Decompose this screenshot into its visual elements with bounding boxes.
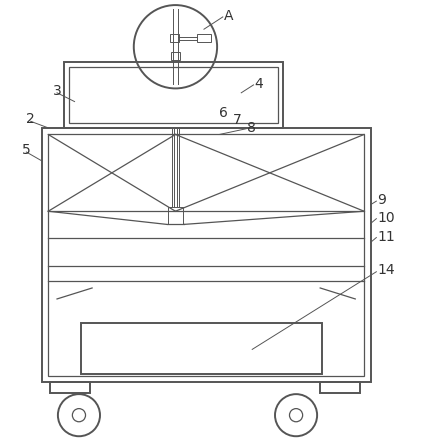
Bar bbox=[81, 323, 323, 374]
Bar bbox=[171, 52, 180, 60]
Bar bbox=[42, 128, 371, 382]
Text: 4: 4 bbox=[254, 77, 263, 91]
Text: 2: 2 bbox=[26, 112, 35, 126]
Bar bbox=[69, 67, 278, 123]
Text: 3: 3 bbox=[53, 84, 62, 98]
Text: 8: 8 bbox=[247, 121, 256, 135]
Text: 7: 7 bbox=[233, 113, 241, 127]
Bar bbox=[48, 135, 364, 376]
Bar bbox=[198, 33, 210, 42]
Text: 14: 14 bbox=[377, 264, 395, 278]
Bar bbox=[320, 382, 360, 393]
Text: 6: 6 bbox=[219, 106, 228, 120]
Bar bbox=[167, 207, 183, 224]
Bar bbox=[51, 382, 90, 393]
Bar bbox=[170, 33, 179, 42]
Text: 11: 11 bbox=[377, 230, 395, 244]
Bar bbox=[64, 62, 283, 128]
Text: A: A bbox=[224, 9, 233, 23]
Text: 5: 5 bbox=[22, 143, 31, 157]
Text: 9: 9 bbox=[377, 193, 386, 207]
Text: 10: 10 bbox=[377, 211, 395, 225]
